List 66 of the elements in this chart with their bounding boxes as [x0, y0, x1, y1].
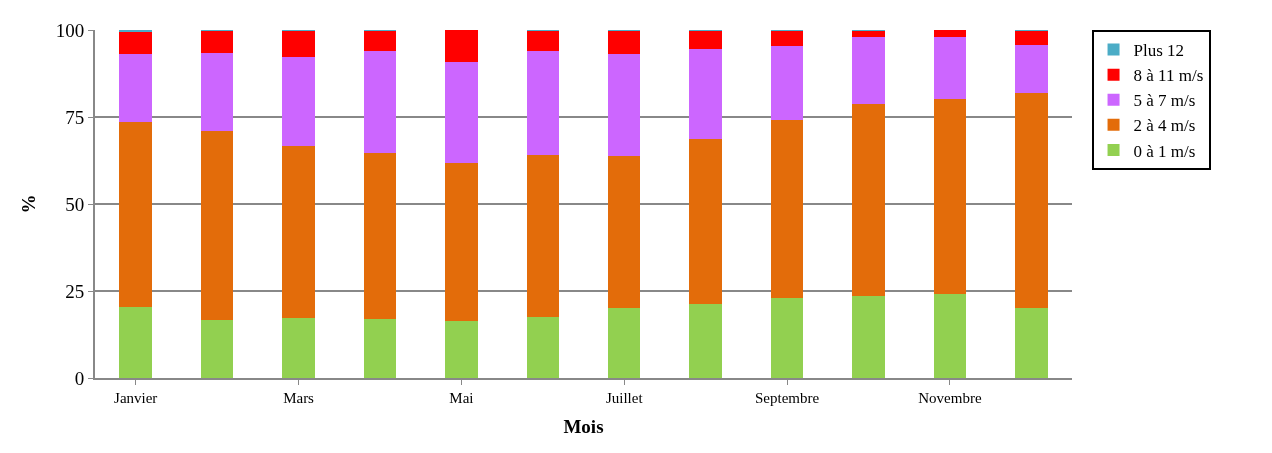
x-tick-label: Juillet — [605, 390, 644, 406]
bar — [933, 294, 967, 378]
bar — [363, 30, 397, 51]
y-tick-label: 25 — [65, 280, 85, 302]
bar — [933, 98, 967, 295]
bar — [119, 31, 152, 54]
x-tick-label: Mai — [449, 390, 474, 406]
bar — [852, 104, 885, 297]
legend-label: 5 à 7 m/s — [1133, 91, 1196, 111]
bar — [607, 53, 641, 157]
bar — [282, 30, 315, 57]
bar — [526, 30, 560, 51]
bar — [119, 121, 152, 308]
bar — [282, 146, 315, 319]
bar — [933, 30, 967, 37]
bar — [770, 120, 804, 298]
x-axis-title: Mois — [563, 416, 604, 438]
bar — [282, 56, 315, 147]
bar — [852, 30, 885, 38]
bar — [689, 30, 722, 50]
bar — [526, 154, 560, 318]
bar — [363, 319, 397, 378]
bar — [363, 50, 397, 153]
bar — [607, 307, 641, 378]
bar — [1015, 308, 1048, 378]
x-tick-label: Janvier — [114, 390, 158, 406]
y-tick-label: 50 — [65, 193, 85, 215]
bar — [200, 320, 234, 378]
x-tick-label: Septembre — [754, 390, 820, 406]
y-tick-label: 100 — [55, 19, 85, 41]
y-axis-title: % — [18, 194, 40, 214]
bar — [363, 152, 397, 320]
bar — [852, 296, 885, 378]
bar — [689, 49, 722, 139]
bar — [770, 30, 804, 46]
bar — [526, 50, 560, 155]
bar — [200, 52, 234, 132]
y-tick-label: 75 — [65, 106, 85, 128]
x-tick-label: Mars — [283, 390, 315, 406]
bar — [445, 162, 478, 322]
bar — [445, 30, 478, 63]
bar — [119, 307, 152, 378]
bar — [607, 30, 641, 54]
legend-label: 2 à 4 m/s — [1133, 116, 1196, 136]
bar — [607, 156, 641, 308]
y-tick-label: 0 — [74, 367, 85, 389]
bar — [526, 317, 560, 378]
bar — [770, 45, 804, 121]
legend-label: 8 à 11 m/s — [1133, 66, 1204, 86]
bar — [445, 321, 478, 378]
bar — [770, 297, 804, 378]
bar — [282, 318, 315, 378]
bar — [1015, 30, 1048, 45]
x-tick-label: Novembre — [918, 390, 982, 406]
bar — [1015, 92, 1048, 309]
bar — [689, 303, 722, 378]
legend-label: 0 à 1 m/s — [1133, 141, 1196, 161]
bar — [119, 53, 152, 122]
bar — [852, 37, 885, 105]
bar — [1015, 44, 1048, 93]
bar — [200, 30, 234, 53]
bar — [689, 138, 722, 304]
legend-label: Plus 12 — [1133, 41, 1185, 61]
bar — [933, 36, 967, 99]
bar — [200, 131, 234, 321]
bar — [445, 62, 478, 163]
